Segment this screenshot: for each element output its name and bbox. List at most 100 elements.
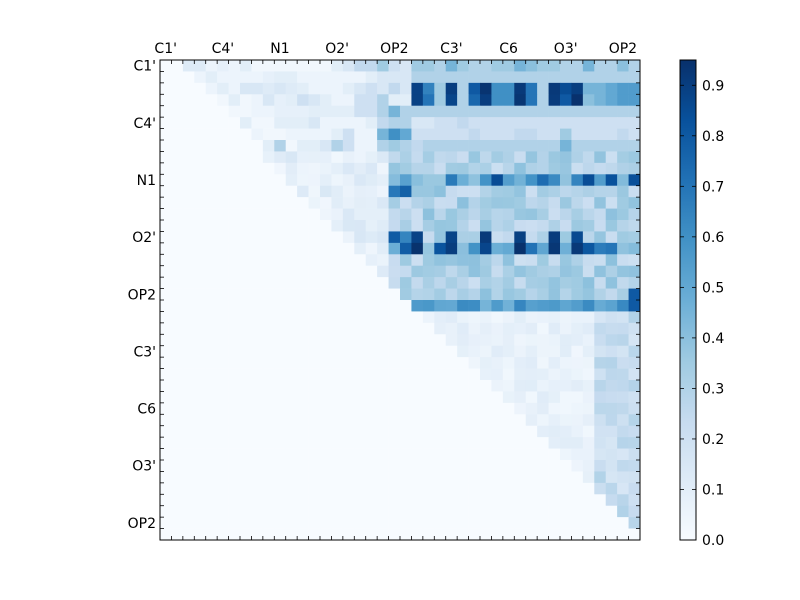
heatmap-cell — [434, 220, 447, 232]
heatmap-cell — [331, 471, 344, 484]
heatmap-cell — [411, 82, 424, 95]
heatmap-cell — [297, 437, 309, 449]
heatmap-cell — [240, 162, 252, 175]
heatmap-cell — [457, 300, 469, 312]
heatmap-cell — [457, 254, 469, 267]
heatmap-cell — [400, 185, 412, 198]
heatmap-cell — [182, 82, 195, 95]
heatmap-cell — [422, 277, 435, 289]
heatmap-cell — [411, 265, 424, 278]
heatmap-cell — [205, 105, 218, 118]
heatmap-cell — [160, 448, 172, 461]
heatmap-cell — [342, 471, 355, 484]
heatmap-cell — [605, 208, 618, 221]
heatmap-cell — [525, 265, 538, 278]
heatmap-cell — [605, 482, 618, 495]
heatmap-cell — [377, 402, 389, 415]
heatmap-cell — [182, 425, 195, 438]
heatmap-cell — [617, 174, 629, 187]
heatmap-cell — [548, 414, 561, 427]
heatmap-cell — [160, 288, 172, 301]
heatmap-cell — [514, 471, 527, 484]
heatmap-cell — [491, 345, 504, 358]
heatmap-cell — [457, 357, 469, 369]
heatmap-cell — [228, 162, 241, 175]
heatmap-cell — [240, 528, 252, 541]
colorbar-tick-label: 0.8 — [702, 129, 724, 145]
heatmap-cell — [388, 322, 401, 335]
heatmap-cell — [365, 82, 378, 95]
heatmap-cell — [251, 460, 264, 472]
heatmap-cell — [514, 140, 527, 152]
heatmap-cell — [308, 391, 321, 404]
heatmap-cell — [240, 265, 252, 278]
heatmap-cell — [217, 425, 229, 438]
heatmap-cell — [194, 494, 207, 507]
heatmap-cell — [525, 402, 538, 415]
heatmap-cell — [525, 105, 538, 118]
heatmap-cell — [400, 140, 412, 152]
heatmap-cell — [571, 208, 584, 221]
heatmap-cell — [297, 322, 309, 335]
heatmap-cell — [354, 482, 367, 495]
heatmap-cell — [160, 105, 172, 118]
heatmap-cell — [537, 368, 549, 381]
heatmap-cell — [514, 174, 527, 187]
heatmap-cell — [434, 82, 447, 95]
heatmap-cell — [308, 517, 321, 529]
heatmap-cell — [537, 174, 549, 187]
heatmap-cell — [445, 71, 458, 84]
heatmap-cell — [228, 471, 241, 484]
heatmap-cell — [297, 345, 309, 358]
heatmap-cell — [160, 414, 172, 427]
heatmap-cell — [262, 425, 275, 438]
heatmap-cell — [400, 437, 412, 449]
heatmap-cell — [240, 402, 252, 415]
heatmap-cell — [285, 425, 298, 438]
heatmap-cell — [617, 448, 629, 461]
heatmap-cell — [297, 528, 309, 541]
heatmap-cell — [331, 494, 344, 507]
heatmap-cell — [160, 140, 172, 152]
heatmap-cell — [240, 460, 252, 472]
y-tick-label: C3' — [133, 344, 156, 360]
heatmap-cell — [354, 208, 367, 221]
heatmap-cell — [228, 220, 241, 232]
heatmap-cell — [525, 425, 538, 438]
heatmap-cell — [605, 94, 618, 107]
heatmap-cell — [560, 71, 572, 84]
heatmap-cell — [457, 425, 469, 438]
heatmap-cell — [274, 437, 287, 449]
heatmap-cell — [182, 311, 195, 324]
heatmap-cell — [217, 322, 229, 335]
heatmap-cell — [240, 231, 252, 244]
heatmap-cell — [354, 231, 367, 244]
heatmap-cell — [331, 105, 344, 118]
heatmap-cell — [502, 471, 515, 484]
heatmap-cell — [171, 60, 184, 72]
heatmap-cell — [274, 242, 287, 255]
heatmap-cell — [480, 391, 492, 404]
heatmap-cell — [525, 82, 538, 95]
heatmap-cell — [537, 231, 549, 244]
x-tick-label: C6 — [499, 41, 518, 57]
heatmap-cell — [320, 402, 332, 415]
heatmap-cell — [354, 242, 367, 255]
heatmap-cell — [182, 117, 195, 129]
heatmap-cell — [502, 71, 515, 84]
heatmap-cell — [480, 277, 492, 289]
heatmap-cell — [445, 471, 458, 484]
heatmap-cell — [445, 105, 458, 118]
heatmap-cell — [502, 380, 515, 392]
heatmap-cell — [228, 402, 241, 415]
heatmap-cell — [205, 242, 218, 255]
heatmap-cell — [605, 460, 618, 472]
heatmap-cell — [160, 197, 172, 209]
heatmap-cell — [365, 505, 378, 518]
heatmap-cell — [365, 220, 378, 232]
heatmap-cell — [194, 117, 207, 129]
heatmap-cell — [297, 288, 309, 301]
heatmap-cell — [434, 94, 447, 107]
heatmap-cell — [331, 82, 344, 95]
heatmap-cell — [320, 151, 332, 164]
